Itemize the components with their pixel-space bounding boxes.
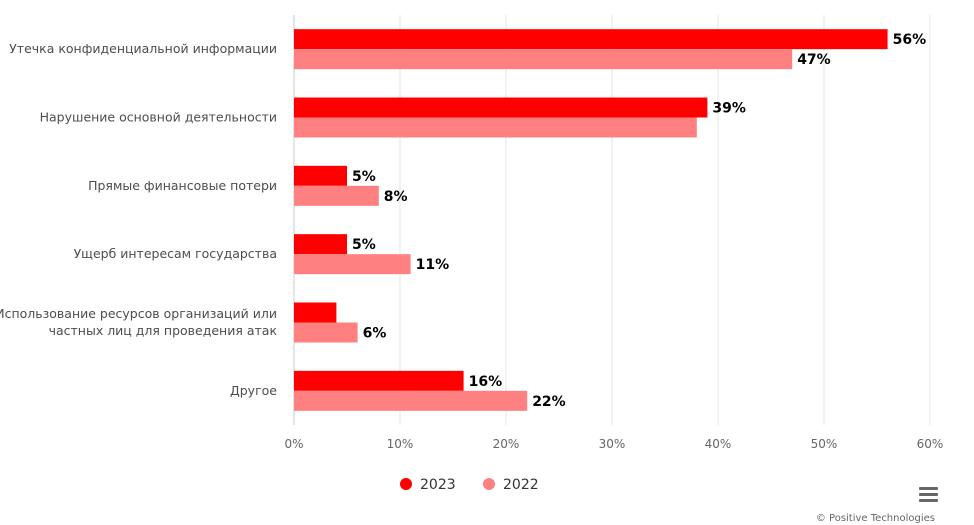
legend-label: 2023 bbox=[420, 477, 456, 493]
x-tick-label: 10% bbox=[387, 437, 414, 451]
x-axis-ticks: 0% 10% 20% 30% 40% 50% 60% bbox=[284, 437, 943, 451]
bar-2022[interactable] bbox=[294, 117, 697, 138]
data-label: 11% bbox=[416, 257, 450, 273]
bar-2023[interactable] bbox=[294, 370, 464, 391]
data-labels: 56% 47% 39% 5% 8% 5% 11% 6% 16% 22% bbox=[352, 32, 926, 410]
data-label: 22% bbox=[532, 394, 566, 410]
x-tick-label: 30% bbox=[599, 437, 626, 451]
data-label: 47% bbox=[797, 52, 831, 68]
bar-2022[interactable] bbox=[294, 322, 358, 343]
legend[interactable]: 2023 2022 bbox=[400, 477, 539, 493]
bar-2023[interactable] bbox=[294, 165, 347, 186]
category-label: Прямые финансовые потери bbox=[88, 178, 277, 193]
bar-2022[interactable] bbox=[294, 185, 379, 206]
bar-2022[interactable] bbox=[294, 254, 411, 275]
data-label: 56% bbox=[893, 32, 927, 48]
bar-2023[interactable] bbox=[294, 29, 888, 50]
x-tick-label: 0% bbox=[284, 437, 303, 451]
data-label: 16% bbox=[469, 374, 503, 390]
category-labels: Утечка конфиденциальной информации Наруше… bbox=[0, 41, 277, 398]
x-tick-label: 60% bbox=[917, 437, 944, 451]
category-label: Использование ресурсов организаций или bbox=[0, 306, 277, 321]
grid-lines bbox=[293, 15, 931, 425]
legend-label: 2022 bbox=[503, 477, 539, 493]
category-label: Утечка конфиденциальной информации bbox=[9, 41, 277, 56]
category-label: частных лиц для проведения атак bbox=[49, 323, 278, 338]
hamburger-menu-icon[interactable] bbox=[919, 487, 938, 502]
bar-2023[interactable] bbox=[294, 97, 708, 118]
bar-2023[interactable] bbox=[294, 234, 347, 255]
bar-2023[interactable] bbox=[294, 302, 337, 323]
credit-text[interactable]: © Positive Technologies bbox=[816, 513, 935, 524]
category-label: Нарушение основной деятельности bbox=[40, 110, 277, 125]
legend-item-2022[interactable]: 2022 bbox=[483, 477, 539, 493]
x-tick-label: 40% bbox=[705, 437, 732, 451]
data-label: 5% bbox=[352, 237, 376, 253]
data-label: 8% bbox=[384, 189, 408, 205]
legend-marker bbox=[483, 478, 495, 490]
x-tick-label: 50% bbox=[811, 437, 838, 451]
data-label: 39% bbox=[712, 101, 746, 117]
legend-item-2023[interactable]: 2023 bbox=[400, 477, 456, 493]
category-label: Ущерб интересам государства bbox=[74, 246, 277, 261]
data-label: 6% bbox=[363, 326, 387, 342]
bars bbox=[294, 29, 888, 411]
bar-2022[interactable] bbox=[294, 390, 528, 411]
data-label: 5% bbox=[352, 169, 376, 185]
legend-marker bbox=[400, 478, 412, 490]
category-label: Другое bbox=[230, 383, 277, 398]
bar-2022[interactable] bbox=[294, 49, 793, 70]
x-tick-label: 20% bbox=[493, 437, 520, 451]
